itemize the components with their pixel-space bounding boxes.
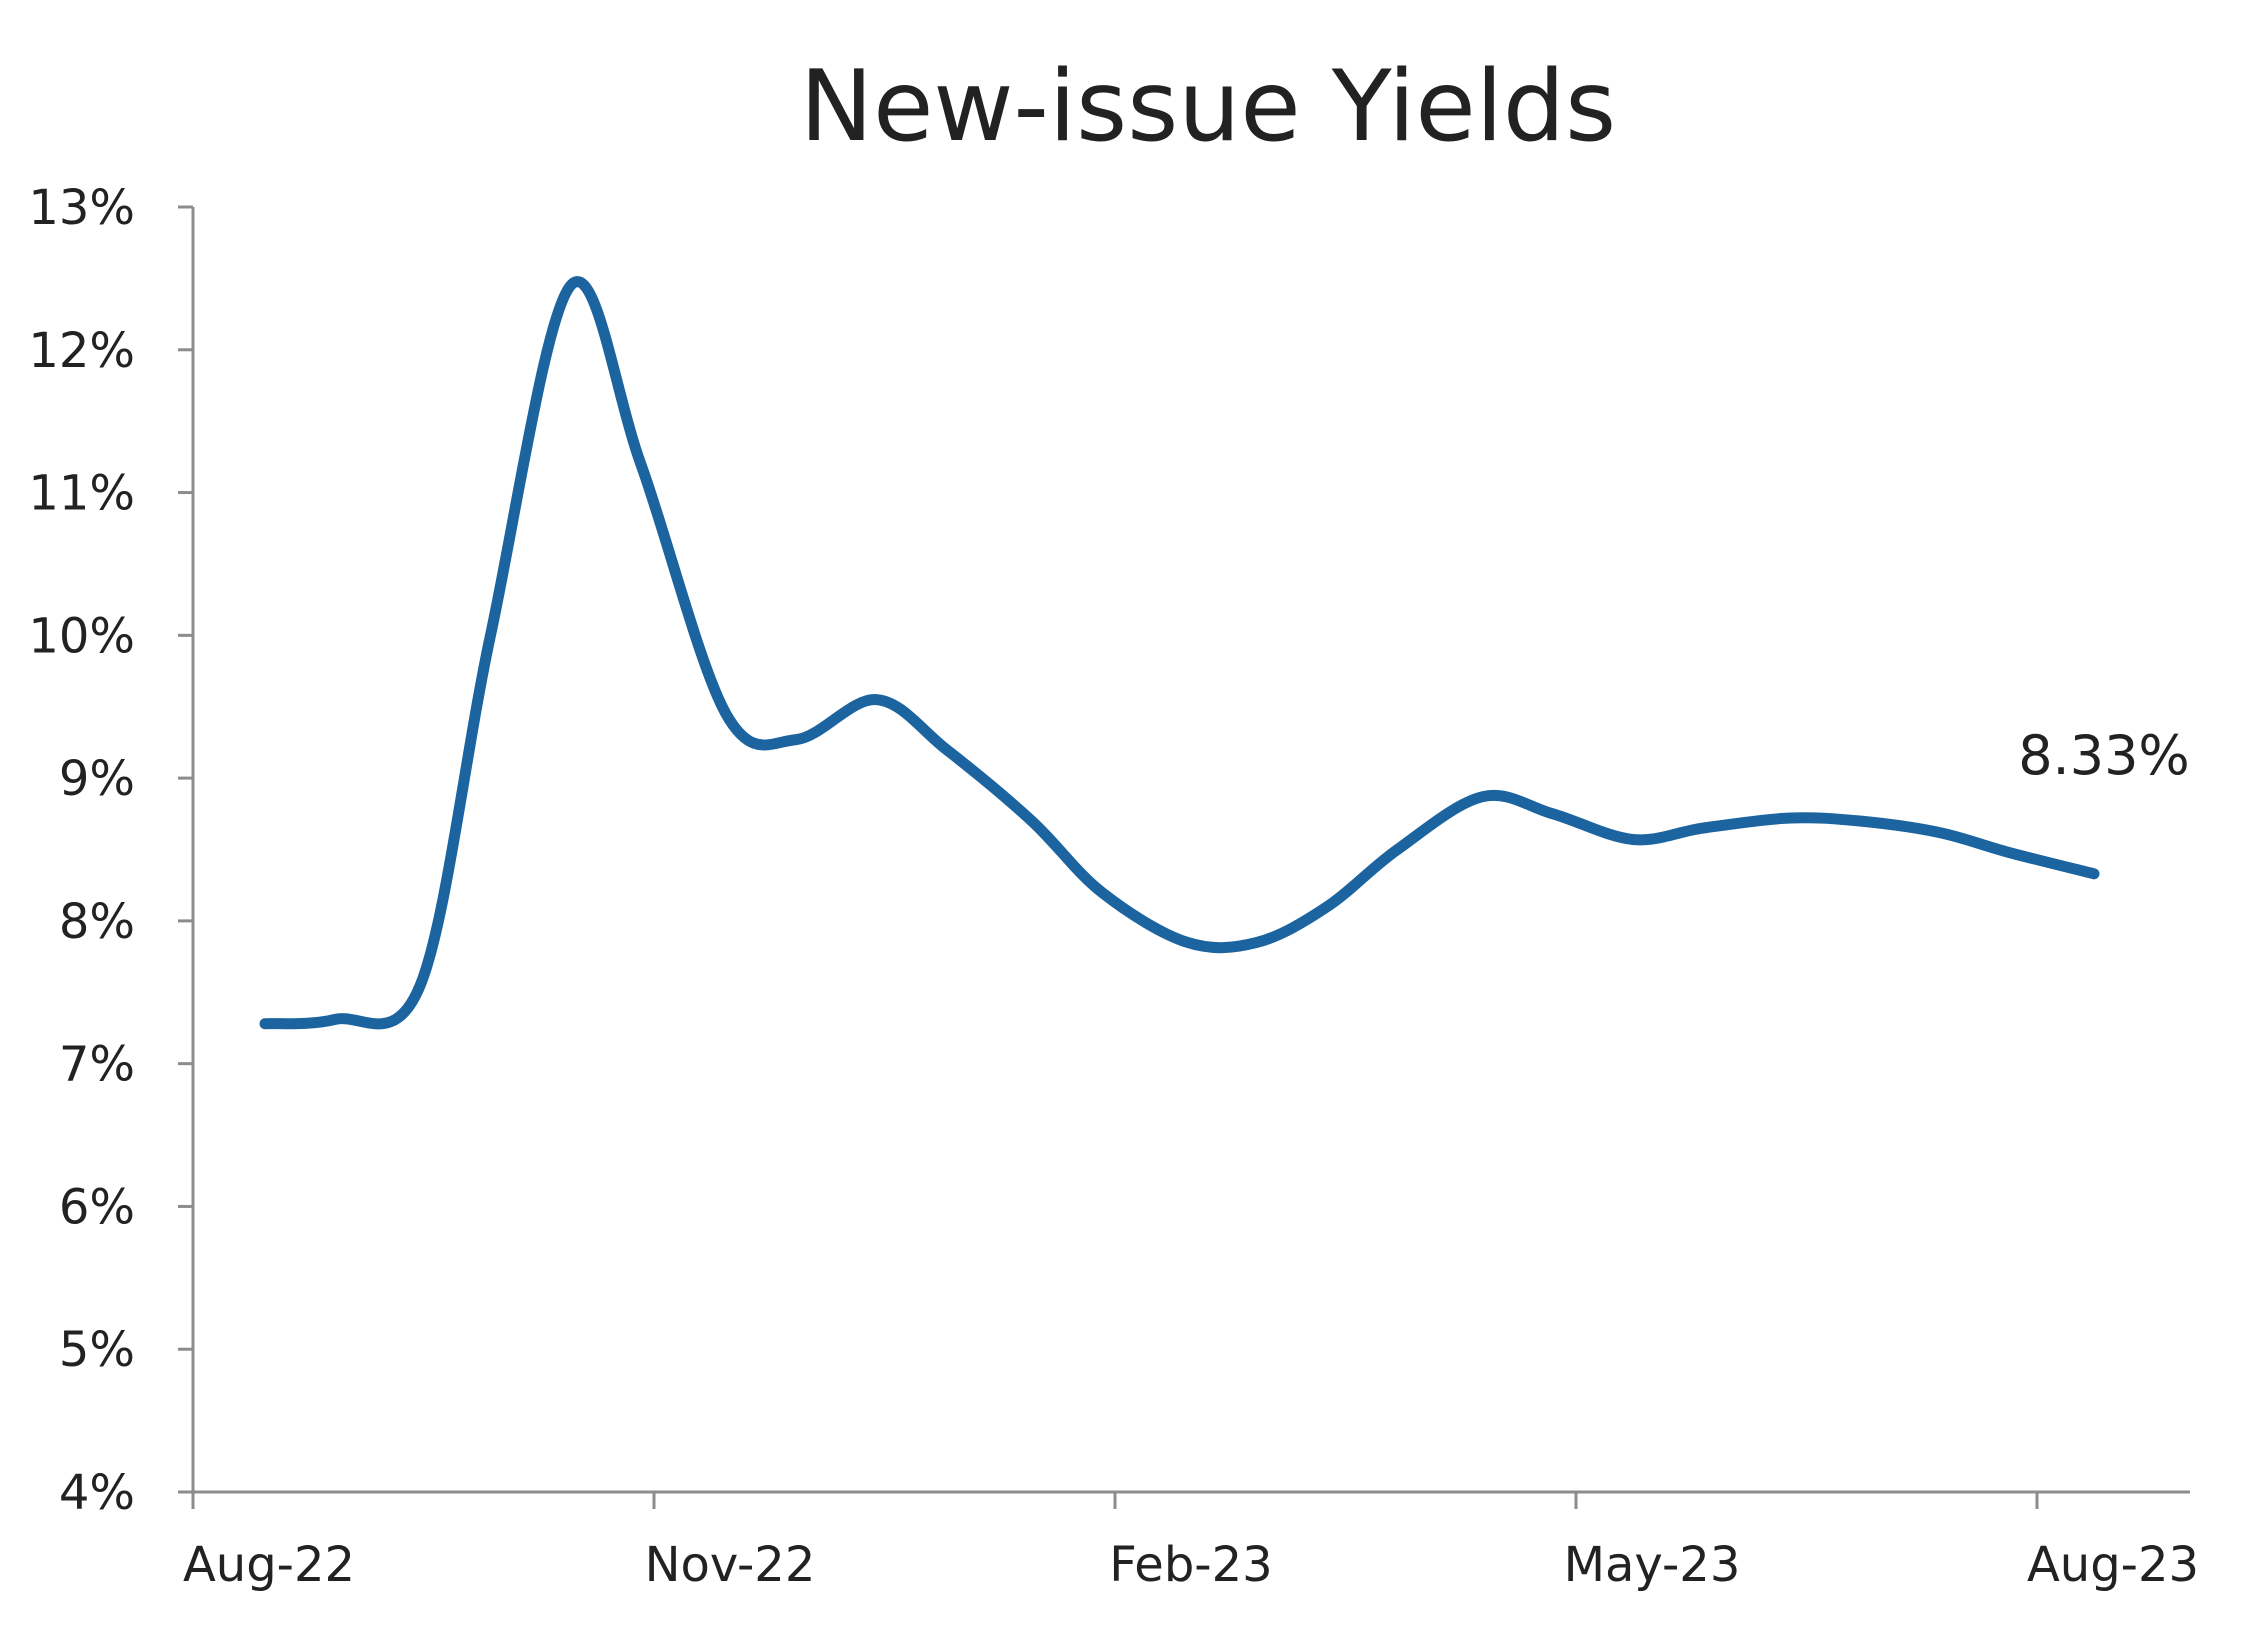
x-tick-label: Aug-22 xyxy=(183,1537,355,1593)
y-tick-label: 5% xyxy=(59,1322,135,1378)
y-tick-label: 7% xyxy=(59,1037,135,1093)
y-tick-label: 6% xyxy=(59,1179,135,1235)
y-axis: 4% 5% 6% 7% 8% 9% 10% 11% 12% 13% xyxy=(28,180,195,1521)
x-axis: Aug-22 Nov-22 Feb-23 May-23 Aug-23 xyxy=(183,1490,2199,1593)
x-tick-label: Nov-22 xyxy=(645,1537,816,1593)
y-tick-label: 11% xyxy=(28,466,135,522)
y-tick-label: 8% xyxy=(59,894,135,950)
y-tick-label: 12% xyxy=(28,323,135,379)
x-tick-label: Aug-23 xyxy=(2027,1537,2199,1593)
x-tick-label: May-23 xyxy=(1564,1537,1741,1593)
last-value-label: 8.33% xyxy=(2018,724,2190,787)
chart-title: New-issue Yields xyxy=(800,50,1616,164)
series-line-new-issue-yields xyxy=(259,276,2100,1030)
y-tick-label: 13% xyxy=(28,180,135,236)
y-tick-label: 4% xyxy=(59,1465,135,1521)
y-tick-label: 10% xyxy=(28,608,135,664)
y-tick-label: 9% xyxy=(59,751,135,807)
x-tick-label: Feb-23 xyxy=(1109,1537,1272,1593)
